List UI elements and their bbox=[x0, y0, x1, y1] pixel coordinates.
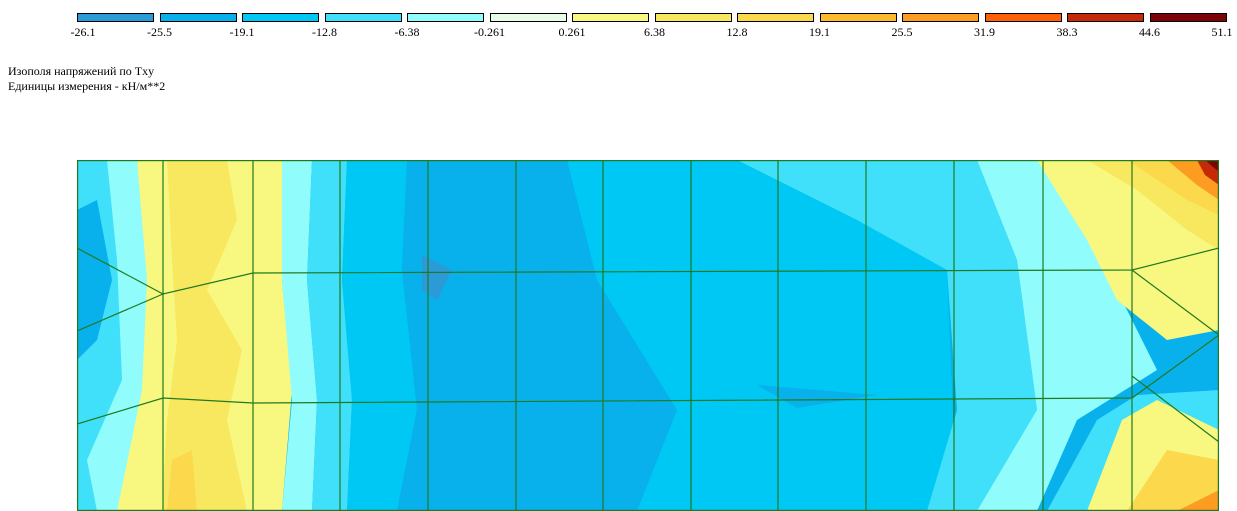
legend-swatch-0 bbox=[77, 13, 154, 22]
zone-left-amber bbox=[162, 160, 247, 511]
legend-tick-label: -26.1 bbox=[70, 25, 96, 39]
units-label: Единицы измерения - кН/м**2 bbox=[8, 79, 166, 93]
legend-tick-label: 44.6 bbox=[1139, 25, 1160, 39]
finite-element-mesh bbox=[77, 160, 1219, 511]
zone-left-spot bbox=[77, 200, 112, 360]
legend-swatch-1 bbox=[159, 13, 237, 22]
zone-left-orange bbox=[167, 450, 197, 511]
legend-swatch-6 bbox=[572, 13, 649, 22]
legend-tick-label: 31.9 bbox=[974, 25, 995, 39]
zone-bottom-right-orange bbox=[1177, 490, 1219, 511]
zone-top-right-max bbox=[1205, 160, 1219, 172]
legend-tick-label: 6.38 bbox=[644, 25, 665, 39]
plot-captions: Изополя напряжений по Txy Единицы измере… bbox=[8, 64, 165, 94]
legend-swatch-13 bbox=[1149, 13, 1227, 22]
legend-tick-label: -25.5 bbox=[147, 25, 172, 39]
legend-tick-label: -0.261 bbox=[474, 25, 505, 39]
zone-right-mid bbox=[567, 160, 957, 511]
zone-mid-band bbox=[342, 160, 417, 511]
legend-swatch-12 bbox=[1067, 13, 1144, 22]
legend-tick-label: -19.1 bbox=[229, 25, 255, 39]
legend-swatch-2 bbox=[242, 13, 319, 22]
legend-swatch-8 bbox=[737, 13, 814, 22]
color-scale-legend: -26.1 -25.5 -19.1 -12.8 -6.38 -0.261 0.261 6.38… bbox=[0, 0, 1237, 52]
legend-swatch-7 bbox=[654, 13, 732, 22]
legend-swatch-9 bbox=[819, 13, 897, 22]
legend-tick-label: -12.8 bbox=[312, 25, 337, 39]
legend-tick-label: 38.3 bbox=[1056, 25, 1078, 39]
legend-swatch-5 bbox=[489, 13, 567, 22]
field-title: Изополя напряжений по Txy bbox=[8, 64, 155, 78]
legend-tick-label: 19.1 bbox=[809, 25, 830, 39]
legend-swatch-3 bbox=[324, 13, 402, 22]
legend-swatch-10 bbox=[902, 13, 979, 22]
legend-swatch-4 bbox=[407, 13, 484, 22]
legend-tick-label: 12.8 bbox=[726, 25, 748, 39]
zone-light-band bbox=[307, 160, 352, 511]
zone-mid-spot bbox=[757, 385, 877, 408]
legend-tick-label: 51.1 bbox=[1211, 25, 1233, 39]
zone-right-pale bbox=[977, 160, 1157, 511]
stress-contour-plot bbox=[77, 160, 1219, 511]
legend-tick-label: 25.5 bbox=[891, 25, 913, 39]
zone-right-light bbox=[737, 160, 1037, 511]
contour-field bbox=[77, 160, 1219, 511]
zone-bottom-right-gold bbox=[1127, 450, 1219, 511]
legend-swatch-11 bbox=[984, 13, 1062, 22]
zone-deep-band bbox=[397, 160, 677, 511]
legend-tick-label: -6.38 bbox=[394, 25, 420, 39]
zone-minimum-spot bbox=[422, 255, 452, 300]
zone-pale-band bbox=[282, 160, 317, 511]
legend-tick-label: 0.261 bbox=[558, 25, 586, 39]
